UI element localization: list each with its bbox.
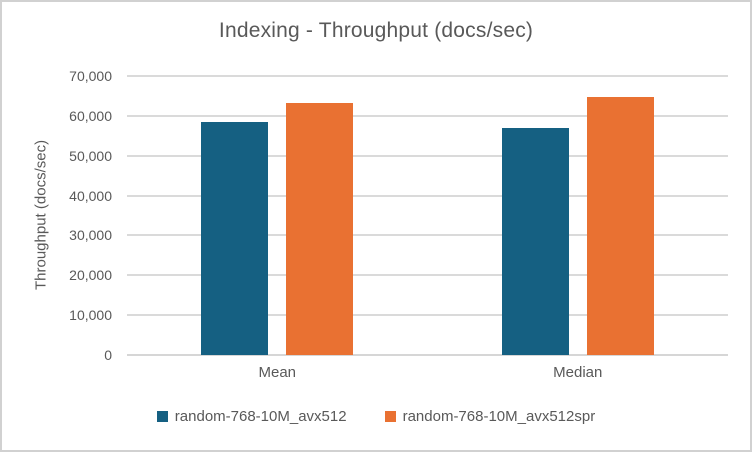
legend-swatch (156, 411, 168, 422)
legend-item: random-768-10M_avx512spr (384, 408, 596, 425)
y-tick-label: 50,000 (69, 147, 112, 164)
bar-median-series-1 (501, 127, 569, 355)
chart-title: Indexing - Throughput (docs/sec) (218, 19, 534, 42)
bar-median-series-2 (586, 96, 654, 355)
bar-mean-series-2 (286, 102, 354, 355)
bar-mean-series-1 (201, 121, 269, 355)
y-tick-label: 30,000 (69, 227, 112, 244)
gridline (127, 274, 728, 277)
legend-item: random-768-10M_avx512 (156, 408, 347, 425)
gridline (127, 234, 728, 237)
legend: random-768-10M_avx512 random-768-10M_avx5… (2, 408, 750, 425)
legend-label: random-768-10M_avx512spr (402, 408, 596, 425)
y-tick-label: 0 (104, 347, 112, 363)
gridline (127, 154, 728, 157)
x-category-label: Mean (258, 364, 297, 381)
plot-area (127, 75, 728, 356)
y-tick-label: 40,000 (69, 187, 112, 204)
x-axis-line (127, 354, 728, 356)
legend-label: random-768-10M_avx512 (174, 408, 347, 425)
y-tick-label: 60,000 (69, 107, 112, 124)
x-category-label: Median (553, 364, 603, 381)
gridline (127, 75, 728, 77)
y-tick-label: 10,000 (69, 307, 112, 324)
y-tick-label: 70,000 (69, 68, 112, 84)
gridline (127, 194, 728, 197)
gridline (127, 114, 728, 117)
gridline (127, 314, 728, 317)
y-tick-label: 20,000 (69, 267, 112, 284)
legend-swatch (384, 411, 396, 422)
